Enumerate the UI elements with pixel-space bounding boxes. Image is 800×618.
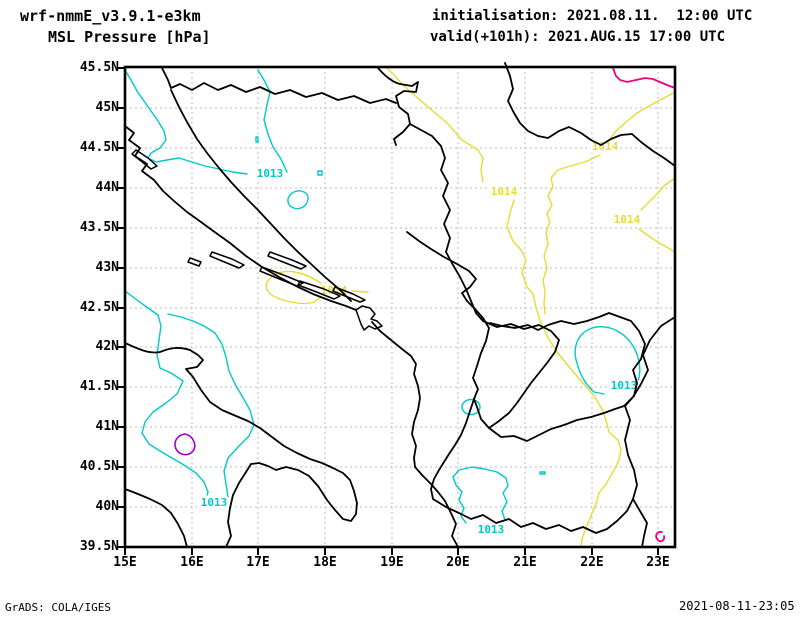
bosnia-north-border bbox=[161, 67, 397, 104]
contour-1013-tiny-dash bbox=[539, 471, 546, 475]
lon-label-17E: 17E bbox=[246, 555, 270, 570]
contour-low-purple-loop bbox=[174, 433, 196, 456]
italy-tyrrhenian-coast bbox=[124, 488, 188, 548]
contour-1013-dash bbox=[255, 136, 259, 143]
lat-lon-gridlines bbox=[125, 67, 675, 547]
contour-label-1014: 1014 bbox=[491, 185, 518, 198]
italy-adriatic-coast bbox=[124, 342, 358, 548]
lat-label-44N: 44N bbox=[95, 180, 119, 195]
contour-1013-trough-east bbox=[257, 69, 288, 173]
contour-1014-main bbox=[386, 67, 484, 183]
grads-credit: GrADS: COLA/IGES bbox=[5, 601, 111, 614]
contour-label-1013: 1013 bbox=[611, 379, 638, 392]
contour-1014-right-low bbox=[638, 228, 676, 253]
contour-1013-lines bbox=[124, 69, 641, 524]
contour-high-magenta-line bbox=[612, 67, 676, 89]
contour-label-1013: 1013 bbox=[478, 523, 505, 536]
contour-1013-italy-west bbox=[124, 290, 209, 501]
drina-border bbox=[409, 123, 484, 322]
axis-ticks bbox=[117, 67, 659, 555]
contour-1013-kosovo-loop-e bbox=[595, 325, 641, 382]
montenegro-albania-coast bbox=[371, 321, 459, 548]
lat-label-42N: 42N bbox=[95, 339, 119, 354]
lat-label-43.5N: 43.5N bbox=[79, 220, 119, 235]
kotor-bay-inlet bbox=[355, 305, 383, 331]
lat-label-39.5N: 39.5N bbox=[79, 539, 119, 554]
serbia-romania-border bbox=[504, 62, 676, 167]
contour-1013-kosovo-loop-w bbox=[574, 326, 605, 395]
contour-1014-coastal-blob-bottom bbox=[265, 281, 321, 305]
contour-label-1014: 1014 bbox=[592, 140, 619, 153]
contour-1013-speck bbox=[317, 170, 323, 176]
montenegro-border bbox=[406, 231, 490, 400]
contour-1014-right-mid bbox=[640, 177, 676, 211]
island-brac bbox=[259, 266, 304, 287]
bulgaria-greece-border bbox=[632, 498, 648, 548]
contour-1014-main-south bbox=[506, 199, 622, 548]
contour-label-1014: 1014 bbox=[614, 213, 641, 226]
initialisation-time: initialisation: 2021.08.11. 12:00 UTC bbox=[432, 8, 753, 24]
contour-label-1013: 1013 bbox=[201, 496, 228, 509]
lon-label-22E: 22E bbox=[580, 555, 604, 570]
lat-label-43N: 43N bbox=[95, 260, 119, 275]
contour-1014-coastal-dash bbox=[351, 290, 369, 293]
greece-north-border bbox=[432, 498, 634, 534]
lon-label-19E: 19E bbox=[380, 555, 404, 570]
lat-label-42.5N: 42.5N bbox=[79, 300, 119, 315]
island-small-oval bbox=[187, 257, 202, 267]
island-pag bbox=[131, 149, 158, 170]
contour-1013-italy-east bbox=[167, 313, 255, 498]
croatia-dalmatian-coast bbox=[124, 125, 357, 311]
lat-label-45N: 45N bbox=[95, 100, 119, 115]
contour-label-1013: 1013 bbox=[257, 167, 284, 180]
creation-timestamp: 2021-08-11-23:05 bbox=[679, 599, 795, 613]
lon-label-16E: 16E bbox=[180, 555, 204, 570]
contour-1014-branch bbox=[542, 154, 601, 315]
bosnia-southwest-border bbox=[170, 89, 352, 302]
lat-label-40.5N: 40.5N bbox=[79, 459, 119, 474]
lon-label-23E: 23E bbox=[646, 555, 670, 570]
lon-label-21E: 21E bbox=[513, 555, 537, 570]
lat-label-45.5N: 45.5N bbox=[79, 60, 119, 75]
macedonia-border bbox=[488, 312, 646, 442]
contour-1013-small-oval bbox=[461, 398, 481, 416]
island-dugi-otok bbox=[209, 251, 245, 269]
contour-1013-south-blob bbox=[452, 466, 473, 524]
albania-east-border bbox=[430, 398, 475, 500]
island-hvar bbox=[267, 251, 307, 270]
contour-1013-small-loop bbox=[287, 190, 309, 210]
lat-label-41N: 41N bbox=[95, 419, 119, 434]
extra-contours bbox=[174, 67, 676, 543]
lon-label-18E: 18E bbox=[313, 555, 337, 570]
lat-label-44.5N: 44.5N bbox=[79, 140, 119, 155]
contour-1014-lines bbox=[265, 67, 676, 548]
lon-label-20E: 20E bbox=[446, 555, 470, 570]
lon-label-15E: 15E bbox=[113, 555, 137, 570]
field-title: MSL Pressure [hPa] bbox=[48, 28, 211, 46]
model-title: wrf-nmmE_v3.9.1-e3km bbox=[20, 7, 201, 25]
contour-high-magenta-speck bbox=[655, 530, 666, 543]
valid-time: valid(+101h): 2021.AUG.15 17:00 UTC bbox=[430, 29, 726, 45]
serbia-bulgaria-border bbox=[624, 316, 676, 500]
lat-label-40N: 40N bbox=[95, 499, 119, 514]
island-korcula bbox=[297, 280, 341, 300]
croatia-serbia-border bbox=[377, 67, 419, 146]
contour-1013-south-blob-e bbox=[471, 466, 509, 521]
lat-label-41.5N: 41.5N bbox=[79, 379, 119, 394]
coastline-border-layer bbox=[124, 62, 676, 548]
contour-1014-right-upper bbox=[608, 91, 676, 141]
contour-1013-trough-west bbox=[124, 69, 248, 175]
peljesac-peninsula bbox=[332, 286, 366, 303]
